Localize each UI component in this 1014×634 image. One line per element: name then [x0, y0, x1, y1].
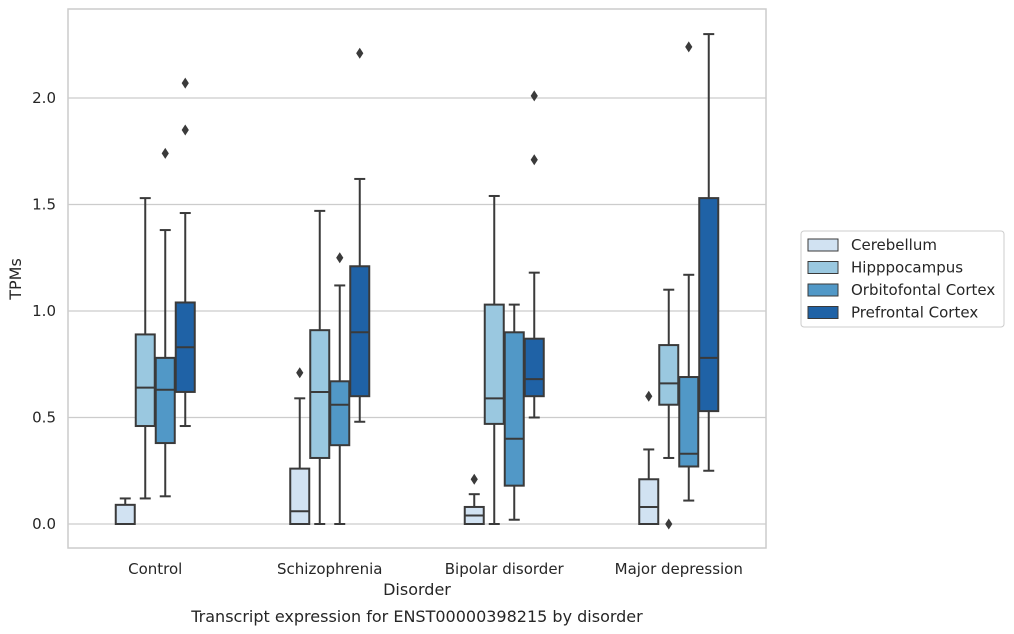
box-cerebellum — [289, 367, 311, 525]
box-body — [658, 344, 680, 406]
outlier-point — [530, 154, 538, 166]
box-cerebellum — [638, 390, 660, 525]
legend: Cerebellum Hipppocampus Orbitofontal Corte… — [800, 230, 1005, 328]
x-axis-title: Disorder — [383, 580, 451, 599]
y-tick-label: 0.5 — [32, 409, 56, 427]
box-body — [638, 478, 660, 525]
box-hipppocampus — [134, 197, 156, 500]
outlier-point — [296, 367, 304, 379]
outlier-point — [181, 124, 189, 136]
box-orbitofontal-cortex — [329, 252, 351, 525]
box-orbitofontal-cortex — [154, 147, 176, 498]
y-tick-label: 0.0 — [32, 515, 56, 533]
box-body — [134, 333, 156, 428]
box-body — [289, 467, 311, 525]
legend-items: Cerebellum Hipppocampus Orbitofontal Corte… — [807, 236, 995, 322]
legend-swatch — [807, 261, 839, 274]
legend-frame — [800, 230, 1005, 328]
y-tick-label: 1.5 — [32, 196, 56, 214]
legend-label: Prefrontal Cortex — [851, 304, 978, 322]
box-hipppocampus — [483, 194, 505, 525]
legend-label: Orbitofontal Cortex — [851, 281, 995, 299]
outlier-point — [161, 147, 169, 159]
legend-label: Hipppocampus — [851, 259, 963, 277]
x-tick-label: Major depression — [615, 560, 743, 578]
outlier-point — [645, 390, 653, 402]
box-hipppocampus — [309, 209, 331, 525]
legend-swatch — [807, 238, 839, 252]
box-body — [483, 303, 505, 425]
outlier-point — [336, 252, 344, 264]
box-body — [329, 380, 351, 447]
box-body — [309, 329, 331, 459]
plot-frame — [67, 8, 767, 549]
y-axis-title: TPMs — [6, 258, 25, 301]
y-tick-label: 2.0 — [32, 89, 56, 107]
box-cerebellum — [114, 497, 136, 525]
box-body — [523, 337, 545, 398]
y-tick-labels: 0.0 0.5 1.0 1.5 2.0 — [32, 89, 56, 533]
outlier-point — [356, 47, 364, 59]
box-hipppocampus — [658, 288, 680, 530]
legend-label: Cerebellum — [851, 236, 937, 254]
box-body — [114, 503, 136, 525]
box-body — [503, 331, 525, 487]
box-orbitofontal-cortex — [678, 41, 700, 502]
box-prefrontal-cortex — [174, 77, 196, 428]
outlier-point — [530, 90, 538, 102]
box-body — [698, 197, 720, 413]
box-prefrontal-cortex — [698, 33, 720, 472]
chart-caption: Transcript expression for ENST0000039821… — [190, 607, 643, 626]
x-tick-labels: Control Schizophrenia Bipolar disorder Majo… — [128, 560, 743, 578]
box-body — [678, 376, 700, 468]
box-prefrontal-cortex — [349, 47, 371, 423]
box-body — [154, 356, 176, 445]
legend-swatch — [807, 283, 839, 297]
x-tick-label: Control — [128, 560, 182, 578]
grid-layer — [68, 97, 766, 525]
boxes-layer — [114, 33, 720, 530]
box-orbitofontal-cortex — [503, 303, 525, 521]
box-cerebellum — [463, 473, 485, 525]
outlier-point — [685, 41, 693, 53]
y-tick-label: 1.0 — [32, 302, 56, 320]
box-prefrontal-cortex — [523, 90, 545, 419]
x-tick-label: Schizophrenia — [277, 560, 382, 578]
outlier-point — [665, 518, 673, 530]
legend-swatch — [807, 306, 839, 319]
outlier-point — [470, 473, 478, 485]
box-body — [349, 265, 371, 398]
outlier-point — [181, 77, 189, 89]
x-tick-label: Bipolar disorder — [445, 560, 565, 578]
